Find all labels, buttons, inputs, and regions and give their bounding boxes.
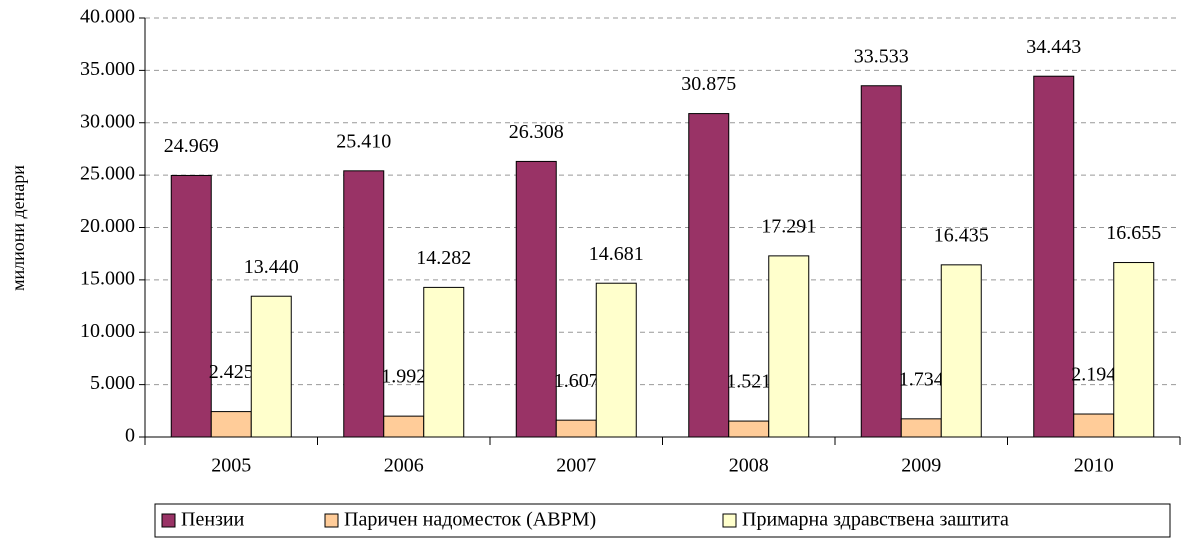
data-label: 14.681 [589,243,644,265]
bar [555,419,597,438]
bar [768,255,810,438]
bar [940,264,982,438]
data-label: 34.443 [1026,36,1081,58]
x-tick-label: 2010 [1074,455,1114,477]
data-label: 16.655 [1106,222,1161,244]
data-label: 25.410 [336,130,391,152]
bar [515,160,557,438]
data-label: 26.308 [509,121,564,143]
legend-swatch [722,513,737,528]
x-tick-label: 2006 [384,455,424,477]
bar [170,174,212,438]
legend-label: Примарна здравствена заштита [742,509,1009,531]
y-axis-title: милиони денари [8,165,28,291]
data-label: 17.291 [761,215,816,237]
y-tick-label: 10.000 [80,320,135,342]
bar [250,295,292,438]
x-tick-label: 2005 [211,455,251,477]
data-label: 16.435 [934,224,989,246]
bar [1073,413,1115,438]
data-label: 1.521 [726,371,771,393]
bar [423,286,465,438]
y-tick-label: 0 [125,425,135,447]
data-label: 30.875 [681,73,736,95]
legend-label: Паричен надоместок (АВРМ) [344,509,596,531]
bar [595,282,637,438]
y-tick-label: 20.000 [80,215,135,237]
x-tick-label: 2009 [901,455,941,477]
data-label: 2.194 [1071,364,1116,386]
bar [688,113,730,438]
bar [728,420,770,438]
x-tick-label: 2007 [556,455,596,477]
legend-swatch [161,513,176,528]
legend-label: Пензии [181,509,245,531]
bar [383,415,425,438]
bar [1113,262,1155,438]
data-label: 2.425 [209,361,254,383]
bar [1033,75,1075,438]
data-label: 24.969 [164,135,219,157]
y-tick-label: 40.000 [80,6,135,28]
y-tick-label: 35.000 [80,58,135,80]
data-label: 1.992 [381,366,426,388]
bar [900,418,942,438]
data-label: 13.440 [244,256,299,278]
data-label: 1.607 [554,370,599,392]
y-tick-label: 15.000 [80,267,135,289]
y-tick-label: 30.000 [80,110,135,132]
y-tick-label: 5.000 [90,372,135,394]
x-tick-label: 2008 [729,455,769,477]
bar [343,170,385,438]
legend-box [154,503,1171,538]
bar [210,411,252,438]
bar [860,85,902,438]
legend-swatch [324,513,339,528]
y-tick-label: 25.000 [80,163,135,185]
data-label: 14.282 [416,247,471,269]
data-label: 33.533 [854,45,909,67]
data-label: 1.734 [899,368,944,390]
